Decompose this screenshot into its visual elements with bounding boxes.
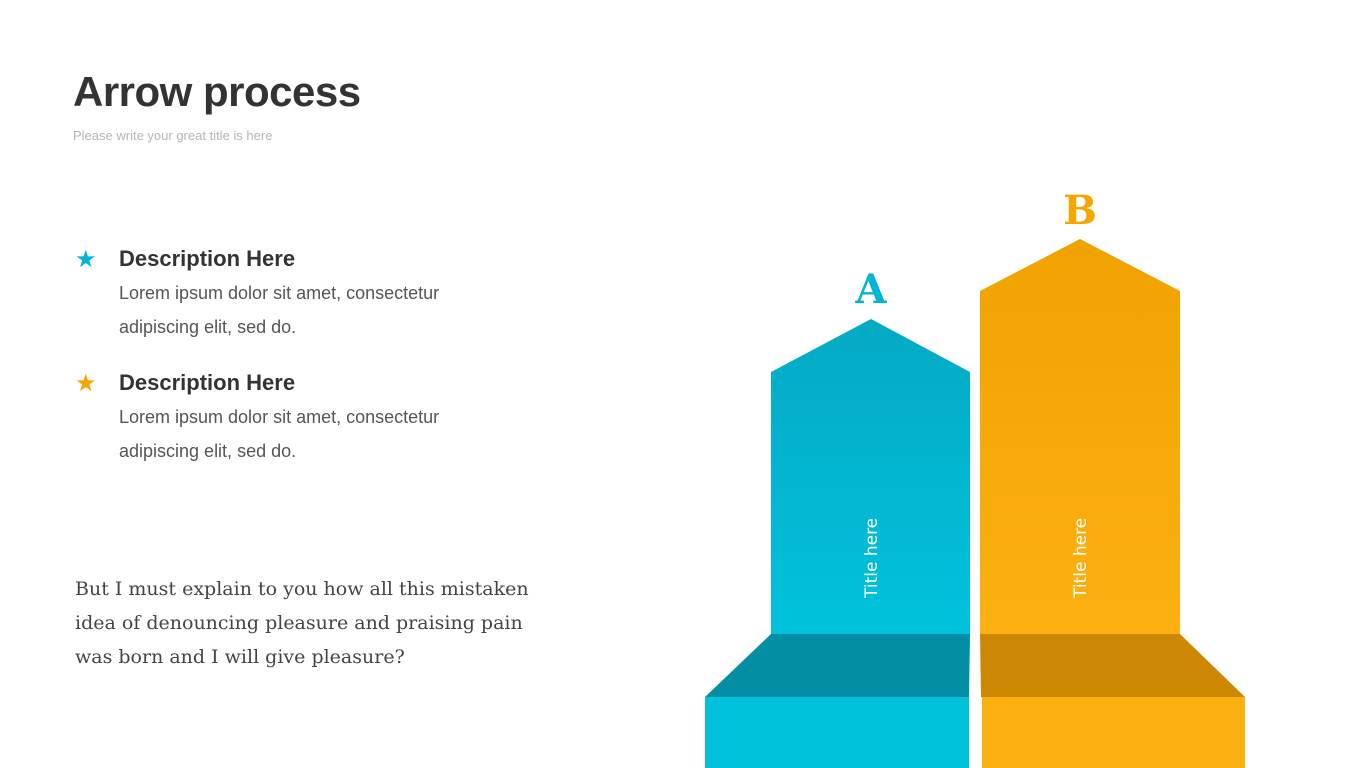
arrow-a-body [771,319,970,634]
arrow-b-letter: B [1063,187,1097,234]
arrow-b-base [982,697,1245,768]
item-text: Lorem ipsum dolor sit amet, consectetur … [119,407,440,461]
arrow-b-body [980,239,1180,634]
arrow-b-label: Title here [1071,518,1091,599]
page-title: Arrow process [73,68,361,115]
arrow-b-base-shade [980,634,1245,697]
arrow-a-base [705,697,969,768]
star-icon: ★ [75,370,97,397]
page-subtitle: Please write your great title is here [73,128,273,143]
quote-text: But I must explain to you how all this m… [75,578,529,668]
item-heading: Description Here [119,370,296,395]
item-heading: Description Here [119,246,296,271]
star-icon: ★ [75,246,97,273]
item-text: Lorem ipsum dolor sit amet, consectetur … [119,283,440,337]
arrow-a: A Title here [705,266,970,768]
arrow-a-letter: A [854,266,887,313]
arrow-b: B Title here [980,187,1245,768]
arrow-a-base-shade [705,634,970,697]
arrow-a-label: Title here [862,518,882,599]
